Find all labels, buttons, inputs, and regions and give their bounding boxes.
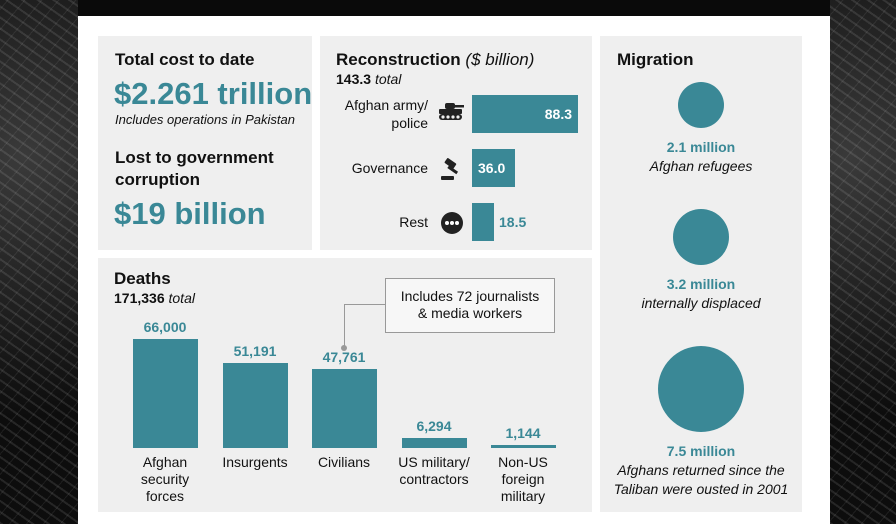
deaths-bar-value-3: 6,294 — [416, 418, 452, 434]
migration-title: Migration — [617, 50, 694, 69]
deaths-category-label-3-1: contractors — [399, 471, 469, 487]
recon-bar-value-1: 36.0 — [478, 160, 506, 176]
marble-background-left — [0, 0, 78, 524]
reconstruction-title: Reconstruction ($ billion) — [336, 50, 534, 70]
top-bar — [78, 0, 830, 16]
recon-bar-1 — [472, 149, 515, 187]
recon-category-label-0-1: police — [391, 115, 428, 131]
deaths-total-value: 171,336 — [114, 290, 165, 306]
migration-desc-1-1: internally displaced — [641, 295, 761, 311]
deaths-category-label-0-1: security — [140, 471, 190, 487]
migration-desc-0-1: Afghan refugees — [649, 158, 753, 174]
deaths-bar-value-0: 66,000 — [143, 319, 187, 335]
recon-bar-value-0: 88.3 — [544, 106, 572, 122]
deaths-category-label-3-0: US military/ — [398, 454, 470, 470]
migration-panel: Migration 2.1 million Afghan refugees 3.2 … — [600, 36, 802, 512]
deaths-bar-1 — [222, 363, 288, 448]
recon-category-label-2-0: Rest — [399, 214, 428, 230]
reconstruction-total: 143.3 total — [336, 71, 401, 87]
deaths-total: 171,336 total — [114, 290, 195, 306]
cost-total-value: $2.261 trillion — [114, 76, 313, 111]
reconstruction-title-text: Reconstruction — [336, 50, 461, 69]
migration-value-2: 7.5 million — [666, 443, 736, 459]
callout-leader-horizontal — [344, 304, 385, 305]
deaths-panel: Deaths 171,336 total 66,000 Afghan securit… — [98, 258, 592, 512]
deaths-bar-value-1: 51,191 — [233, 343, 277, 359]
ellipsis-icon — [441, 212, 463, 234]
journalists-callout: Includes 72 journalists & media workers — [385, 278, 555, 333]
migration-circle-1 — [673, 209, 729, 265]
corruption-title-line1: Lost to government — [115, 148, 274, 167]
deaths-total-word: total — [168, 290, 195, 306]
migration-value-0: 2.1 million — [666, 139, 736, 155]
deaths-category-label-4-2: military — [500, 488, 546, 504]
callout-leader-vertical — [344, 304, 345, 347]
deaths-bar-value-4: 1,144 — [505, 425, 541, 441]
callout-leader-dot — [341, 345, 347, 351]
deaths-bar-value-2: 47,761 — [322, 349, 366, 365]
corruption-title-line2: corruption — [115, 170, 200, 189]
deaths-category-label-0-2: forces — [145, 488, 185, 504]
callout-line2: & media workers — [417, 305, 523, 321]
deaths-category-label-0-0: Afghan — [142, 454, 188, 470]
recon-bar-value-2: 18.5 — [499, 214, 527, 230]
deaths-category-label-4-1: foreign — [501, 471, 545, 487]
deaths-bar-4 — [490, 445, 556, 448]
callout-line1: Includes 72 journalists — [400, 288, 540, 304]
reconstruction-unit: ($ billion) — [465, 50, 535, 69]
deaths-title: Deaths — [114, 269, 171, 288]
migration-desc-2-1: Afghans returned since the — [617, 462, 785, 478]
deaths-category-label-1-0: Insurgents — [222, 454, 288, 470]
reconstruction-total-value: 143.3 — [336, 71, 372, 87]
recon-bar-0 — [472, 95, 578, 133]
marble-background-right — [830, 0, 896, 524]
recon-category-label-1-0: Governance — [351, 160, 428, 176]
recon-bar-2 — [472, 203, 494, 241]
deaths-bar-0 — [132, 339, 198, 448]
deaths-bar-2 — [311, 369, 377, 448]
gavel-icon — [441, 158, 459, 180]
cost-title: Total cost to date — [115, 50, 255, 69]
migration-value-1: 3.2 million — [666, 276, 736, 292]
deaths-category-label-2-0: Civilians — [317, 454, 371, 470]
reconstruction-total-word: total — [374, 71, 402, 87]
migration-circle-2 — [658, 346, 744, 432]
deaths-category-label-4-0: Non-US — [498, 454, 548, 470]
migration-desc-2-2: Taliban were ousted in 2001 — [613, 481, 789, 497]
cost-total-note: Includes operations in Pakistan — [115, 112, 295, 127]
deaths-bar-3 — [401, 438, 467, 448]
recon-category-label-0-0: Afghan army/ — [344, 97, 428, 113]
cost-panel: Total cost to date $2.261 trillion Inclu… — [98, 36, 312, 250]
migration-circle-0 — [678, 82, 724, 128]
corruption-value: $19 billion — [114, 196, 266, 231]
tank-icon — [439, 103, 464, 120]
reconstruction-panel: Reconstruction ($ billion) 143.3 total 8… — [320, 36, 592, 250]
